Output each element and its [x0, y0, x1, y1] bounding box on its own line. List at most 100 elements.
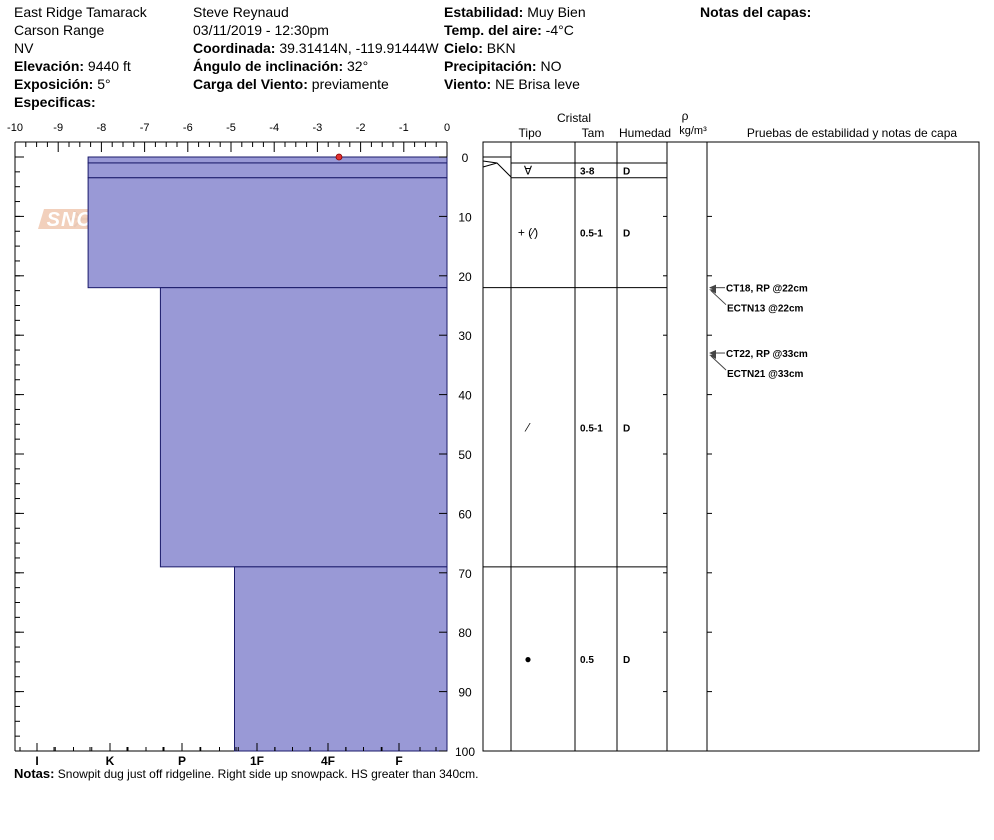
- temperature-tick-label: -10: [7, 122, 23, 134]
- depth-tick-label: 50: [458, 448, 472, 462]
- temperature-tick-label: -9: [53, 122, 63, 134]
- crystal-size: 0.5-1: [580, 229, 603, 240]
- temperature-tick-label: 0: [444, 122, 450, 134]
- depth-tick-label: 80: [458, 626, 472, 640]
- moisture-value: D: [623, 229, 630, 240]
- moisture-value: D: [623, 166, 630, 177]
- elevation-label: Elevación:: [14, 58, 85, 74]
- tests-header: Pruebas de estabilidad y notas de capa: [747, 126, 957, 140]
- state: NV: [14, 40, 34, 56]
- type-header: Tipo: [519, 126, 542, 140]
- wind-label: Viento:: [444, 76, 492, 92]
- temperature-tick-label: -3: [313, 122, 323, 134]
- crystal-type-symbol: + (⁄): [518, 226, 538, 240]
- depth-tick-label: 40: [458, 389, 472, 403]
- sky-label: Cielo:: [444, 40, 483, 56]
- observer: Steve Reynaud: [193, 4, 289, 20]
- layer-connector: [482, 162, 498, 168]
- temperature-tick-label: -5: [226, 122, 236, 134]
- stability-tests: CT18, RP @22cm ECTN13 @22cm CT22, RP @33cm…: [709, 284, 808, 380]
- temperature-tick-label: -8: [97, 122, 107, 134]
- date-time: 03/11/2019 - 12:30pm: [193, 22, 329, 38]
- wind-load-value: previamente: [311, 76, 389, 92]
- stability: Estabilidad: Muy Bien: [444, 3, 586, 21]
- hardness-bar: [234, 566, 448, 752]
- depth-tick-label: 0: [462, 151, 469, 165]
- crystal-size: 0.5: [580, 655, 594, 666]
- stability-test-arrow: [710, 290, 727, 306]
- stability-test-label: ECTN13 @22cm: [727, 304, 804, 315]
- notes: Notas: Snowpit dug just off ridgeline. R…: [14, 766, 478, 781]
- crystal-header: Cristal: [557, 111, 591, 125]
- temperature-profile: [335, 153, 343, 161]
- slope-value: 32°: [347, 58, 369, 74]
- hardness-bars: [87, 156, 448, 752]
- precip-value: NO: [540, 58, 562, 74]
- moisture-value: D: [623, 423, 630, 434]
- specifics-label: Especificas:: [14, 94, 96, 110]
- aspect: Exposición: 5°: [14, 75, 111, 93]
- temperature-axis: -10 -9 -8 -7 -6 -5 -4 -3 -2 -1 0: [7, 122, 450, 152]
- depth-tick-label: 70: [458, 567, 472, 581]
- hardness-tick-label: P: [178, 754, 186, 768]
- depth-tick-label: 20: [458, 270, 472, 284]
- wind: Viento: NE Brisa leve: [444, 75, 580, 93]
- size-header: Tam: [582, 126, 605, 140]
- crystal-type-symbol: ⁄: [524, 420, 531, 434]
- hardness-tick-label: 1F: [250, 754, 264, 768]
- hardness-axis: I K P 1F 4F F: [19, 743, 437, 768]
- elevation-value: 9440 ft: [87, 58, 131, 74]
- temperature-tick-label: -6: [183, 122, 193, 134]
- notes-text: Snowpit dug just off ridgeline. Right si…: [57, 767, 479, 781]
- specifics: Especificas:: [14, 93, 96, 111]
- slope-label: Ángulo de inclinación:: [193, 58, 344, 74]
- location-name: East Ridge Tamarack: [14, 4, 147, 20]
- sky-value: BKN: [486, 40, 516, 56]
- aspect-label: Exposición:: [14, 76, 94, 92]
- hardness-tick-label: K: [106, 754, 115, 768]
- crystal-type-symbol: ●: [524, 652, 531, 666]
- temperature-tick-label: -7: [140, 122, 150, 134]
- depth-tick-label: 10: [458, 210, 472, 224]
- table-frame: [482, 141, 980, 752]
- temperature-tick-label: -2: [356, 122, 366, 134]
- hardness-bar: [87, 162, 448, 179]
- density-symbol-header: ρ: [682, 109, 689, 123]
- stability-test-label: CT18, RP @22cm: [726, 284, 808, 295]
- hardness-bar: [87, 156, 448, 164]
- moisture-value: D: [623, 655, 630, 666]
- notes-label: Notas:: [14, 766, 55, 781]
- depth-tick-label: 90: [458, 686, 472, 700]
- wind-loading: Carga del Viento: previamente: [193, 75, 389, 93]
- air-temp-label: Temp. del aire:: [444, 22, 542, 38]
- air-temp-value: -4°C: [545, 22, 574, 38]
- layer-table: Cristal Tipo Tam Humedad ρ kg/m³ Pruebas de es…: [482, 109, 980, 752]
- stability-label: Estabilidad:: [444, 4, 524, 20]
- slope-angle: Ángulo de inclinación: 32°: [193, 57, 368, 75]
- aspect-value: 5°: [97, 76, 111, 92]
- hardness-bar: [159, 287, 448, 568]
- depth-tick-label: 30: [458, 329, 472, 343]
- depth-tick-label: 60: [458, 507, 472, 521]
- precipitation: Precipitación: NO: [444, 57, 561, 75]
- sky: Cielo: BKN: [444, 39, 516, 57]
- crystal-type-symbol: ∀: [524, 163, 533, 177]
- density-unit-header: kg/m³: [679, 125, 707, 137]
- mountain-range: Carson Range: [14, 22, 105, 38]
- crystal-size: 3-8: [580, 166, 595, 177]
- layer-notes-label: Notas del capas:: [700, 4, 812, 20]
- layer-notes: Notas del capas:: [700, 3, 811, 21]
- stability-test-arrow: [710, 355, 727, 371]
- depth-axis: 0 10 20 30 40 50 60 70 80 90 100: [15, 151, 475, 759]
- stability-value: Muy Bien: [527, 4, 586, 20]
- hardness-bar: [87, 177, 448, 289]
- hardness-tick-label: F: [395, 754, 402, 768]
- stability-test-arrowhead: [709, 288, 716, 294]
- wind-value: NE Brisa leve: [495, 76, 580, 92]
- temperature-tick-label: -4: [269, 122, 279, 134]
- precip-label: Precipitación:: [444, 58, 537, 74]
- wind-load-label: Carga del Viento:: [193, 76, 308, 92]
- hardness-tick-label: 4F: [321, 754, 335, 768]
- stability-test-label: CT22, RP @33cm: [726, 349, 808, 360]
